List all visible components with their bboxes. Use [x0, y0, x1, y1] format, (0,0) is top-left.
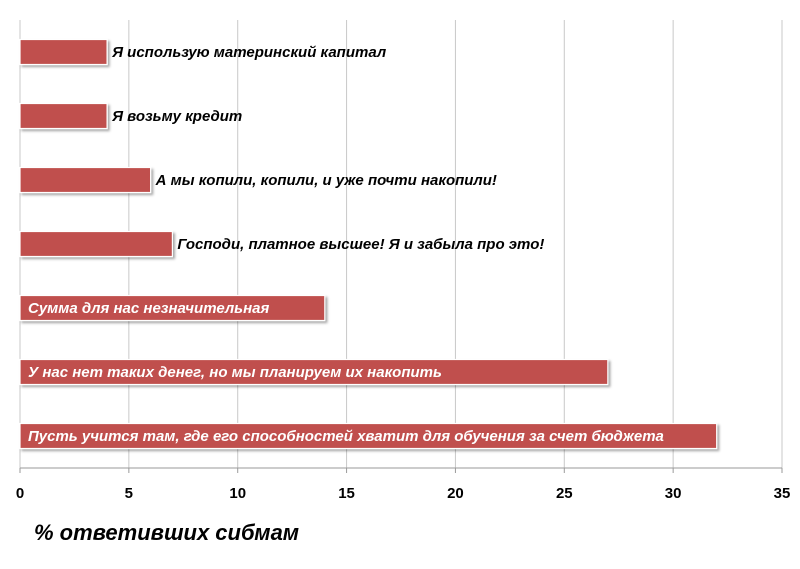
x-tick-label: 15 [338, 485, 355, 502]
x-tick-label: 35 [774, 485, 791, 502]
gridlines [19, 20, 783, 473]
bar-label: А мы копили, копили, и уже почти накопил… [155, 172, 497, 189]
bar-label: Господи, платное высшее! Я и забыла про … [177, 236, 544, 253]
bar [19, 358, 609, 386]
x-tick-label: 5 [125, 485, 133, 502]
bar-label: Пусть учится там, где его способностей х… [28, 428, 664, 445]
x-axis-ticks: 0 5 10 15 20 25 30 35 [16, 485, 791, 502]
bar-label: Я использую материнский капитал [111, 44, 387, 61]
bar-label: У нас нет таких денег, но мы планируем и… [28, 364, 442, 381]
x-tick-label: 25 [556, 485, 573, 502]
x-axis-title: % ответивших сибмам [34, 520, 300, 545]
bar [19, 230, 173, 258]
bar-label: Сумма для нас незначительная [28, 300, 269, 317]
bar [19, 38, 108, 66]
x-tick-label: 20 [447, 485, 464, 502]
bar-labels: Я использую материнский капитал Я возьму … [28, 44, 664, 445]
x-tick-label: 10 [229, 485, 246, 502]
bar [19, 422, 718, 450]
bars [19, 38, 718, 450]
bar [19, 102, 108, 130]
x-tick-label: 30 [665, 485, 682, 502]
x-tick-label: 0 [16, 485, 24, 502]
bar [19, 166, 152, 194]
bar [19, 294, 326, 322]
bar-label: Я возьму кредит [111, 108, 242, 125]
